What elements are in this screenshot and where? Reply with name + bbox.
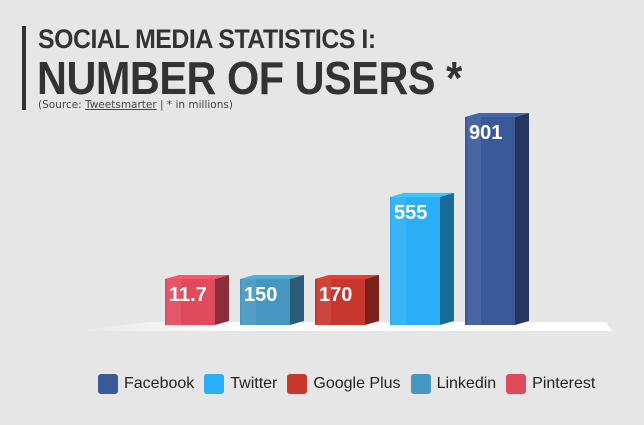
bar-facebook-top [465, 113, 529, 117]
source-prefix: (Source: [38, 99, 86, 111]
data-label-facebook: 901 [469, 122, 502, 144]
chart-title-line2: NUMBER OF USERS * [37, 52, 462, 104]
source-note: (Source: Tweetsmarter | * in millions) [38, 99, 233, 111]
bar-twitter-side [440, 192, 454, 325]
bar-google-plus [315, 279, 365, 325]
bar-linkedin-side [290, 275, 304, 325]
bar-twitter-highlight [392, 196, 406, 325]
legend-label-pinterest: Pinterest [532, 375, 596, 392]
legend-swatch-facebook [98, 374, 118, 394]
legend-swatch-google-plus [287, 374, 308, 394]
bar-facebook-side [515, 113, 529, 325]
bar-linkedin-top [240, 275, 304, 279]
bar-google-plus-top [315, 275, 379, 279]
legend-item-twitter[interactable]: Twitter [204, 374, 277, 394]
bar-twitter-top [390, 192, 454, 197]
bar-pinterest-side [215, 275, 229, 325]
legend-swatch-linkedin [410, 374, 431, 394]
legend-label-twitter: Twitter [230, 375, 278, 392]
data-label-google-plus: 170 [319, 284, 352, 306]
bar-facebook [465, 117, 515, 325]
data-label-twitter: 555 [394, 202, 427, 224]
data-label-linkedin: 150 [244, 284, 277, 306]
chart-title-line1: SOCIAL MEDIA STATISTICS I: [38, 24, 376, 54]
bar-pinterest [165, 279, 215, 325]
bar-pinterest-highlight [167, 279, 181, 325]
data-label-pinterest: 11.7 [169, 284, 207, 306]
legend-swatch-twitter [204, 374, 225, 394]
legend-item-pinterest[interactable]: Pinterest [506, 374, 595, 394]
legend-swatch-pinterest [506, 374, 527, 394]
chart-legend: Facebook Twitter Google Plus Linkedin Pinter… [98, 374, 605, 394]
legend-label-google-plus: Google Plus [313, 375, 401, 392]
bar-facebook-highlight [467, 117, 481, 325]
bars-group: 11.7 150 170 555 901 [165, 113, 529, 325]
source-suffix: | * in millions) [156, 99, 233, 111]
source-link[interactable]: Tweetsmarter [85, 99, 157, 111]
bar-pinterest-top [165, 275, 229, 279]
legend-item-facebook[interactable]: Facebook [98, 374, 194, 394]
legend-item-linkedin[interactable]: Linkedin [410, 374, 497, 394]
bar-google-plus-side [365, 275, 379, 325]
legend-label-linkedin: Linkedin [436, 375, 497, 392]
legend-item-google-plus[interactable]: Google Plus [287, 374, 401, 394]
bar-linkedin-highlight [242, 279, 256, 325]
title-accent-bar [22, 26, 26, 110]
bar-linkedin [240, 279, 290, 325]
bar-google-plus-highlight [317, 279, 331, 325]
bar-twitter [390, 196, 440, 325]
legend-label-facebook: Facebook [124, 375, 195, 392]
